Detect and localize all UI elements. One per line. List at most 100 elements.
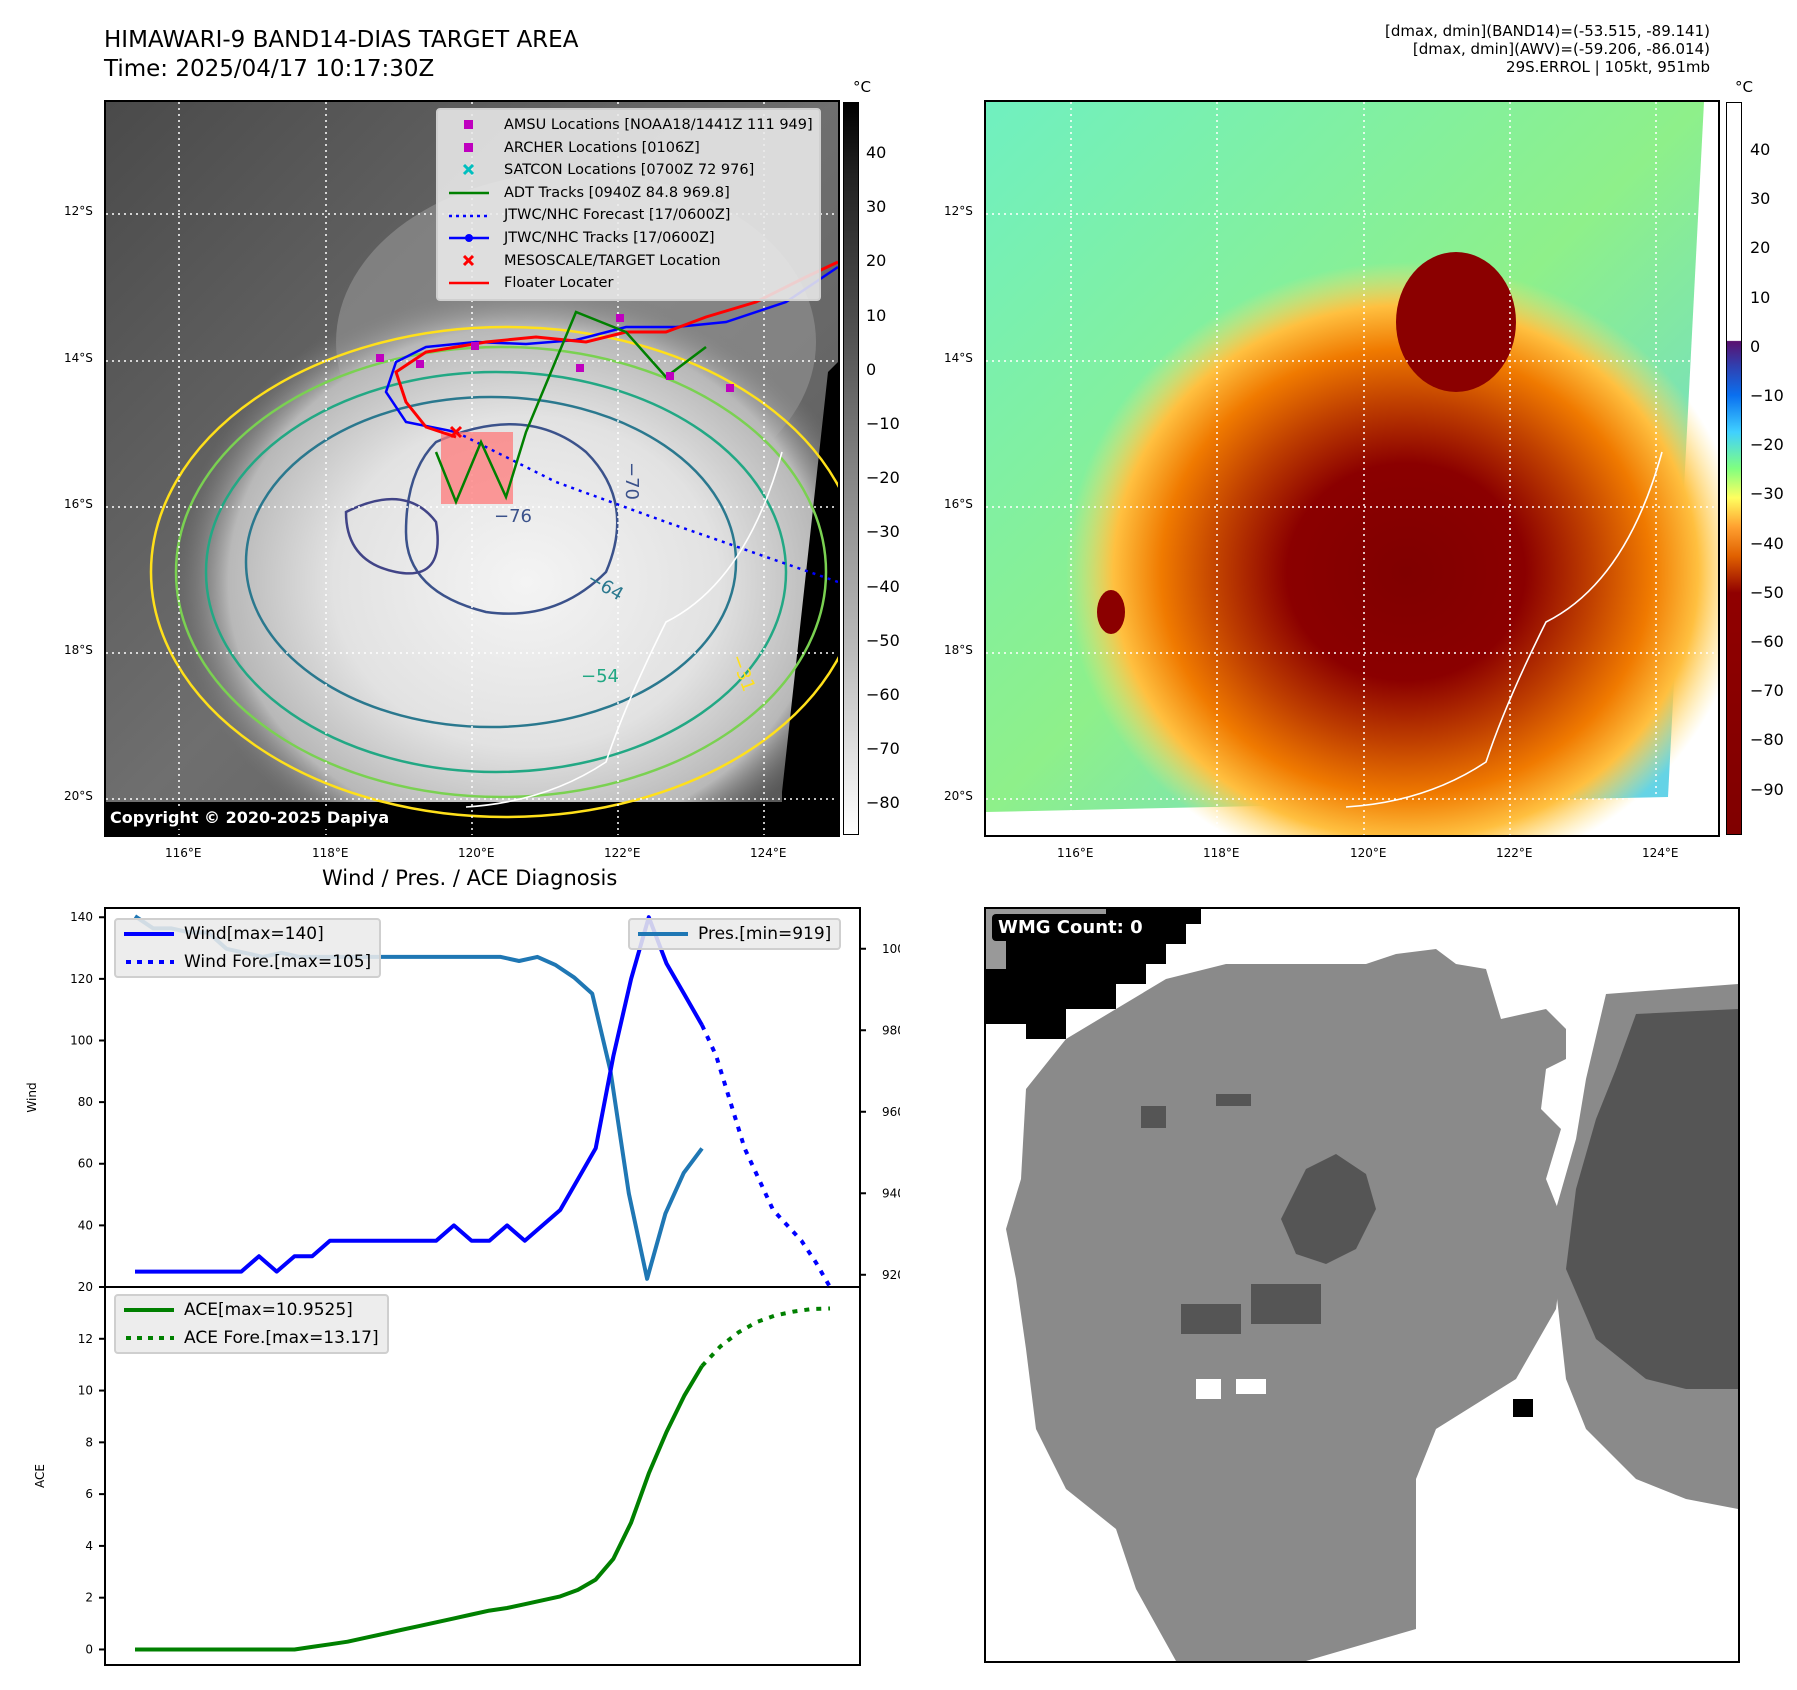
pressure-y-tick-label: 980 bbox=[882, 1023, 900, 1037]
lat-tick: 16°S bbox=[64, 497, 93, 511]
archer-square-icon bbox=[444, 142, 494, 154]
cold-top-north bbox=[1396, 252, 1516, 392]
wmg-classification-image bbox=[986, 909, 1738, 1661]
colorbar-tick-label: 30 bbox=[1750, 189, 1771, 209]
colorbar-tick-label: 10 bbox=[866, 305, 887, 325]
lat-tick: 18°S bbox=[64, 643, 93, 657]
wind-pressure-ace-chart: 20 40 60 80 100 120 140 920 940 960 980 1000 0 2 4 6 8 10… bbox=[25, 907, 900, 1666]
wind-dotted-line-icon bbox=[124, 956, 174, 968]
ir-color-image bbox=[986, 102, 1718, 835]
legend-item-floater: Floater Locater bbox=[444, 272, 813, 295]
pressure-y-tick-label: 920 bbox=[882, 1268, 900, 1282]
track-line-dot-icon bbox=[444, 232, 494, 244]
pressure-y-tick-label: 940 bbox=[882, 1186, 900, 1200]
lon-tick: 120°E bbox=[1350, 846, 1387, 860]
grayscale-colorbar bbox=[843, 102, 859, 835]
colorbar-tick-label: 20 bbox=[866, 251, 887, 271]
ace-y-tick-label: 2 bbox=[85, 1591, 93, 1605]
colorbar-tick-label: −80 bbox=[1750, 730, 1784, 750]
storm-cloud-shield bbox=[176, 282, 838, 835]
contour-navy bbox=[404, 422, 619, 615]
storm-cold-tops bbox=[1066, 262, 1718, 835]
legend-item-pressure: Pres.[min=919] bbox=[638, 920, 831, 948]
lon-tick: 116°E bbox=[1057, 846, 1094, 860]
amsu-square-icon bbox=[444, 119, 494, 131]
stats-storm: 29S.ERROL | 105kt, 951mb bbox=[1506, 58, 1710, 76]
wmg-count-badge: WMG Count: 0 bbox=[992, 914, 1149, 941]
contour-yellow bbox=[149, 325, 838, 819]
graticule bbox=[986, 102, 1718, 835]
colorbar-tick-label: 30 bbox=[866, 197, 887, 217]
lat-tick: 14°S bbox=[944, 351, 973, 365]
lon-tick: 122°E bbox=[604, 846, 641, 860]
colorbar-tick-label: −90 bbox=[1750, 779, 1784, 799]
wmg-black-cell bbox=[1513, 1399, 1533, 1417]
wind-y-tick-label: 40 bbox=[78, 1218, 93, 1232]
colorbar-tick-label: −70 bbox=[866, 739, 900, 759]
copyright-label: Copyright © 2020-2025 Dapiya bbox=[104, 806, 396, 829]
stats-band14: [dmax, dmin](BAND14)=(-53.515, -89.141) bbox=[1385, 22, 1710, 40]
wind-y-tick-label: 60 bbox=[78, 1157, 93, 1171]
colorbar-tick-label: 40 bbox=[1750, 140, 1771, 159]
ace-axis-label: ACE bbox=[33, 1464, 47, 1488]
floater-track bbox=[394, 260, 838, 439]
title-line-2: Time: 2025/04/17 10:17:30Z bbox=[104, 56, 435, 82]
contour-label-54: −54 bbox=[581, 666, 619, 687]
legend-item-target: MESOSCALE/TARGET Location bbox=[444, 250, 813, 273]
ace-y-tick-label: 12 bbox=[78, 1332, 93, 1346]
lat-tick: 14°S bbox=[64, 351, 93, 365]
wmg-darkgray-cell bbox=[1141, 1106, 1166, 1128]
contour-inner bbox=[344, 497, 439, 575]
wmg-panel bbox=[984, 907, 1740, 1663]
adt-track bbox=[434, 310, 707, 506]
colorbar-tick-label: −80 bbox=[866, 793, 900, 813]
legend-item-ace-forecast: ACE Fore.[max=13.17] bbox=[124, 1324, 379, 1352]
figure-title: HIMAWARI-9 BAND14-DIAS TARGET AREA Time:… bbox=[104, 26, 578, 84]
colorbar-tick-label: −20 bbox=[1750, 435, 1784, 455]
colorbar-tick-label: −40 bbox=[866, 576, 900, 596]
ace-panel-frame bbox=[104, 1286, 861, 1666]
contour-lightgreen bbox=[174, 345, 828, 799]
wmg-darkgray-cell bbox=[1216, 1094, 1251, 1106]
ace-line bbox=[135, 1364, 704, 1652]
legend-item-jtwc-tracks: JTWC/NHC Tracks [17/0600Z] bbox=[444, 227, 813, 250]
ir-color-map bbox=[984, 100, 1720, 837]
colorbar-tick-label: 40 bbox=[866, 143, 887, 162]
colorbar-tick-label: −10 bbox=[1750, 386, 1784, 405]
legend-item-ace: ACE[max=10.9525] bbox=[124, 1296, 379, 1324]
storm-stats: [dmax, dmin](BAND14)=(-53.515, -89.141) … bbox=[1385, 22, 1710, 76]
coastline bbox=[1345, 451, 1663, 808]
pressure-y-tick-label: 1000 bbox=[882, 942, 900, 956]
amsu-markers bbox=[376, 314, 734, 392]
ace-y-tick-label: 6 bbox=[85, 1487, 93, 1501]
colorbar-tick-label: 0 bbox=[1750, 336, 1761, 356]
lon-tick: 122°E bbox=[1496, 846, 1533, 860]
wind-solid-line-icon bbox=[124, 928, 174, 940]
wmg-darkgray-cell bbox=[1181, 1304, 1241, 1334]
contour-blue-teal bbox=[244, 395, 738, 729]
wind-y-tick-label: 100 bbox=[70, 1033, 93, 1047]
wmg-darkgray-eye bbox=[1281, 1154, 1376, 1264]
pressure-y-tick-label: 960 bbox=[882, 1105, 900, 1119]
lon-tick: 124°E bbox=[1642, 846, 1679, 860]
lon-tick: 118°E bbox=[1203, 846, 1240, 860]
ace-solid-line-icon bbox=[124, 1304, 174, 1316]
colorbar-tick-label: −20 bbox=[866, 468, 900, 488]
diagnosis-chart-title: Wind / Pres. / ACE Diagnosis bbox=[322, 866, 618, 890]
ace-y-tick-label: 8 bbox=[85, 1435, 93, 1449]
lon-tick: 118°E bbox=[312, 846, 349, 860]
lon-tick: 124°E bbox=[750, 846, 787, 860]
colorbar-tick-label: −30 bbox=[1750, 484, 1784, 504]
wind-legend: Wind[max=140] Wind Fore.[max=105] bbox=[114, 918, 382, 978]
small-cell-west bbox=[1097, 590, 1125, 634]
colorbar-tick-label: 20 bbox=[1750, 238, 1771, 258]
contour-label-76: −76 bbox=[494, 506, 532, 527]
wind-axis-label: Wind bbox=[25, 1082, 39, 1112]
wind-y-tick-label: 140 bbox=[70, 910, 93, 924]
forecast-dotted-line-icon bbox=[444, 210, 494, 222]
colorbar-tick-label: −70 bbox=[1750, 681, 1784, 701]
ace-y-tick-label: 4 bbox=[85, 1539, 93, 1553]
colorbar-tick-label: −30 bbox=[866, 522, 900, 542]
wmg-black-region bbox=[986, 909, 1201, 1039]
coastline bbox=[465, 451, 783, 808]
